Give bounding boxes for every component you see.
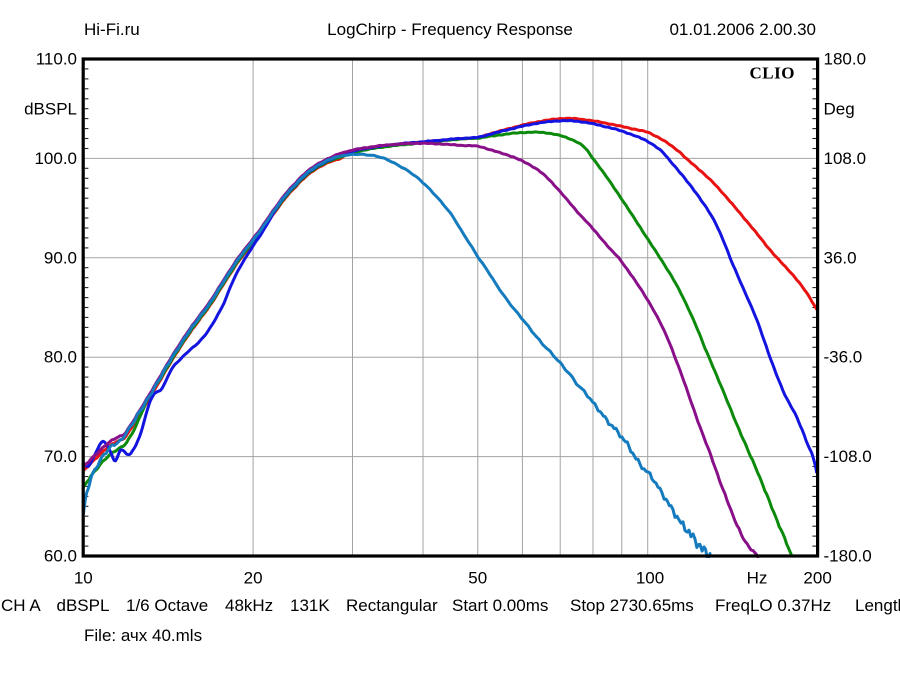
svg-text:90.0: 90.0 [44, 248, 77, 267]
svg-text:36.0: 36.0 [824, 248, 857, 267]
svg-text:80.0: 80.0 [44, 348, 77, 367]
svg-text:20: 20 [244, 569, 263, 588]
svg-text:-36.0: -36.0 [824, 348, 863, 367]
svg-text:50: 50 [468, 569, 487, 588]
svg-text:131K: 131K [290, 596, 330, 615]
svg-text:-180.0: -180.0 [824, 547, 872, 566]
svg-text:Rectangular: Rectangular [346, 596, 438, 615]
svg-text:100.0: 100.0 [34, 149, 77, 168]
svg-text:200: 200 [803, 569, 831, 588]
svg-text:01.01.2006 2.00.30: 01.01.2006 2.00.30 [669, 20, 816, 39]
svg-text:CH A: CH A [1, 596, 41, 615]
svg-text:100: 100 [636, 569, 664, 588]
svg-text:Length: Length [855, 596, 900, 615]
svg-text:Hz: Hz [747, 569, 768, 588]
svg-text:1/6 Octave: 1/6 Octave [126, 596, 208, 615]
svg-text:Stop 2730.65ms: Stop 2730.65ms [570, 596, 694, 615]
svg-text:48kHz: 48kHz [225, 596, 273, 615]
svg-text:70.0: 70.0 [44, 447, 77, 466]
svg-text:10: 10 [74, 569, 93, 588]
svg-text:-108.0: -108.0 [824, 447, 872, 466]
svg-text:FreqLO 0.37Hz: FreqLO 0.37Hz [715, 596, 831, 615]
svg-text:CLIO: CLIO [750, 64, 795, 83]
svg-text:LogChirp - Frequency Response: LogChirp - Frequency Response [327, 20, 573, 39]
svg-text:File: ачх 40.mls: File: ачх 40.mls [84, 626, 202, 645]
svg-text:Start 0.00ms: Start 0.00ms [452, 596, 548, 615]
svg-text:dBSPL: dBSPL [24, 100, 77, 119]
svg-text:Hi-Fi.ru: Hi-Fi.ru [84, 20, 140, 39]
svg-text:Deg: Deg [824, 100, 855, 119]
svg-text:180.0: 180.0 [824, 50, 867, 69]
svg-text:110.0: 110.0 [36, 50, 77, 69]
svg-text:dBSPL: dBSPL [57, 596, 110, 615]
svg-text:108.0: 108.0 [824, 149, 867, 168]
svg-text:60.0: 60.0 [44, 547, 77, 566]
